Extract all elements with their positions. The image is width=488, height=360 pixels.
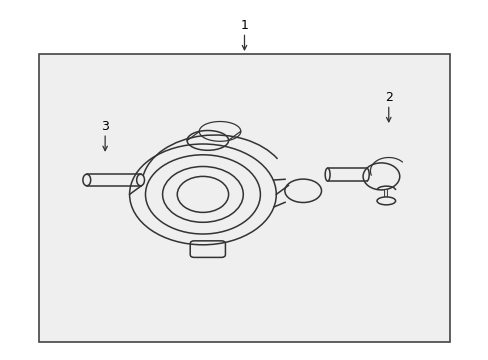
Ellipse shape <box>376 197 395 205</box>
Ellipse shape <box>325 168 329 181</box>
Ellipse shape <box>82 174 91 186</box>
Text: 3: 3 <box>101 120 109 132</box>
Text: 2: 2 <box>384 91 392 104</box>
Ellipse shape <box>136 174 144 186</box>
FancyBboxPatch shape <box>39 54 449 342</box>
Text: 1: 1 <box>240 19 248 32</box>
